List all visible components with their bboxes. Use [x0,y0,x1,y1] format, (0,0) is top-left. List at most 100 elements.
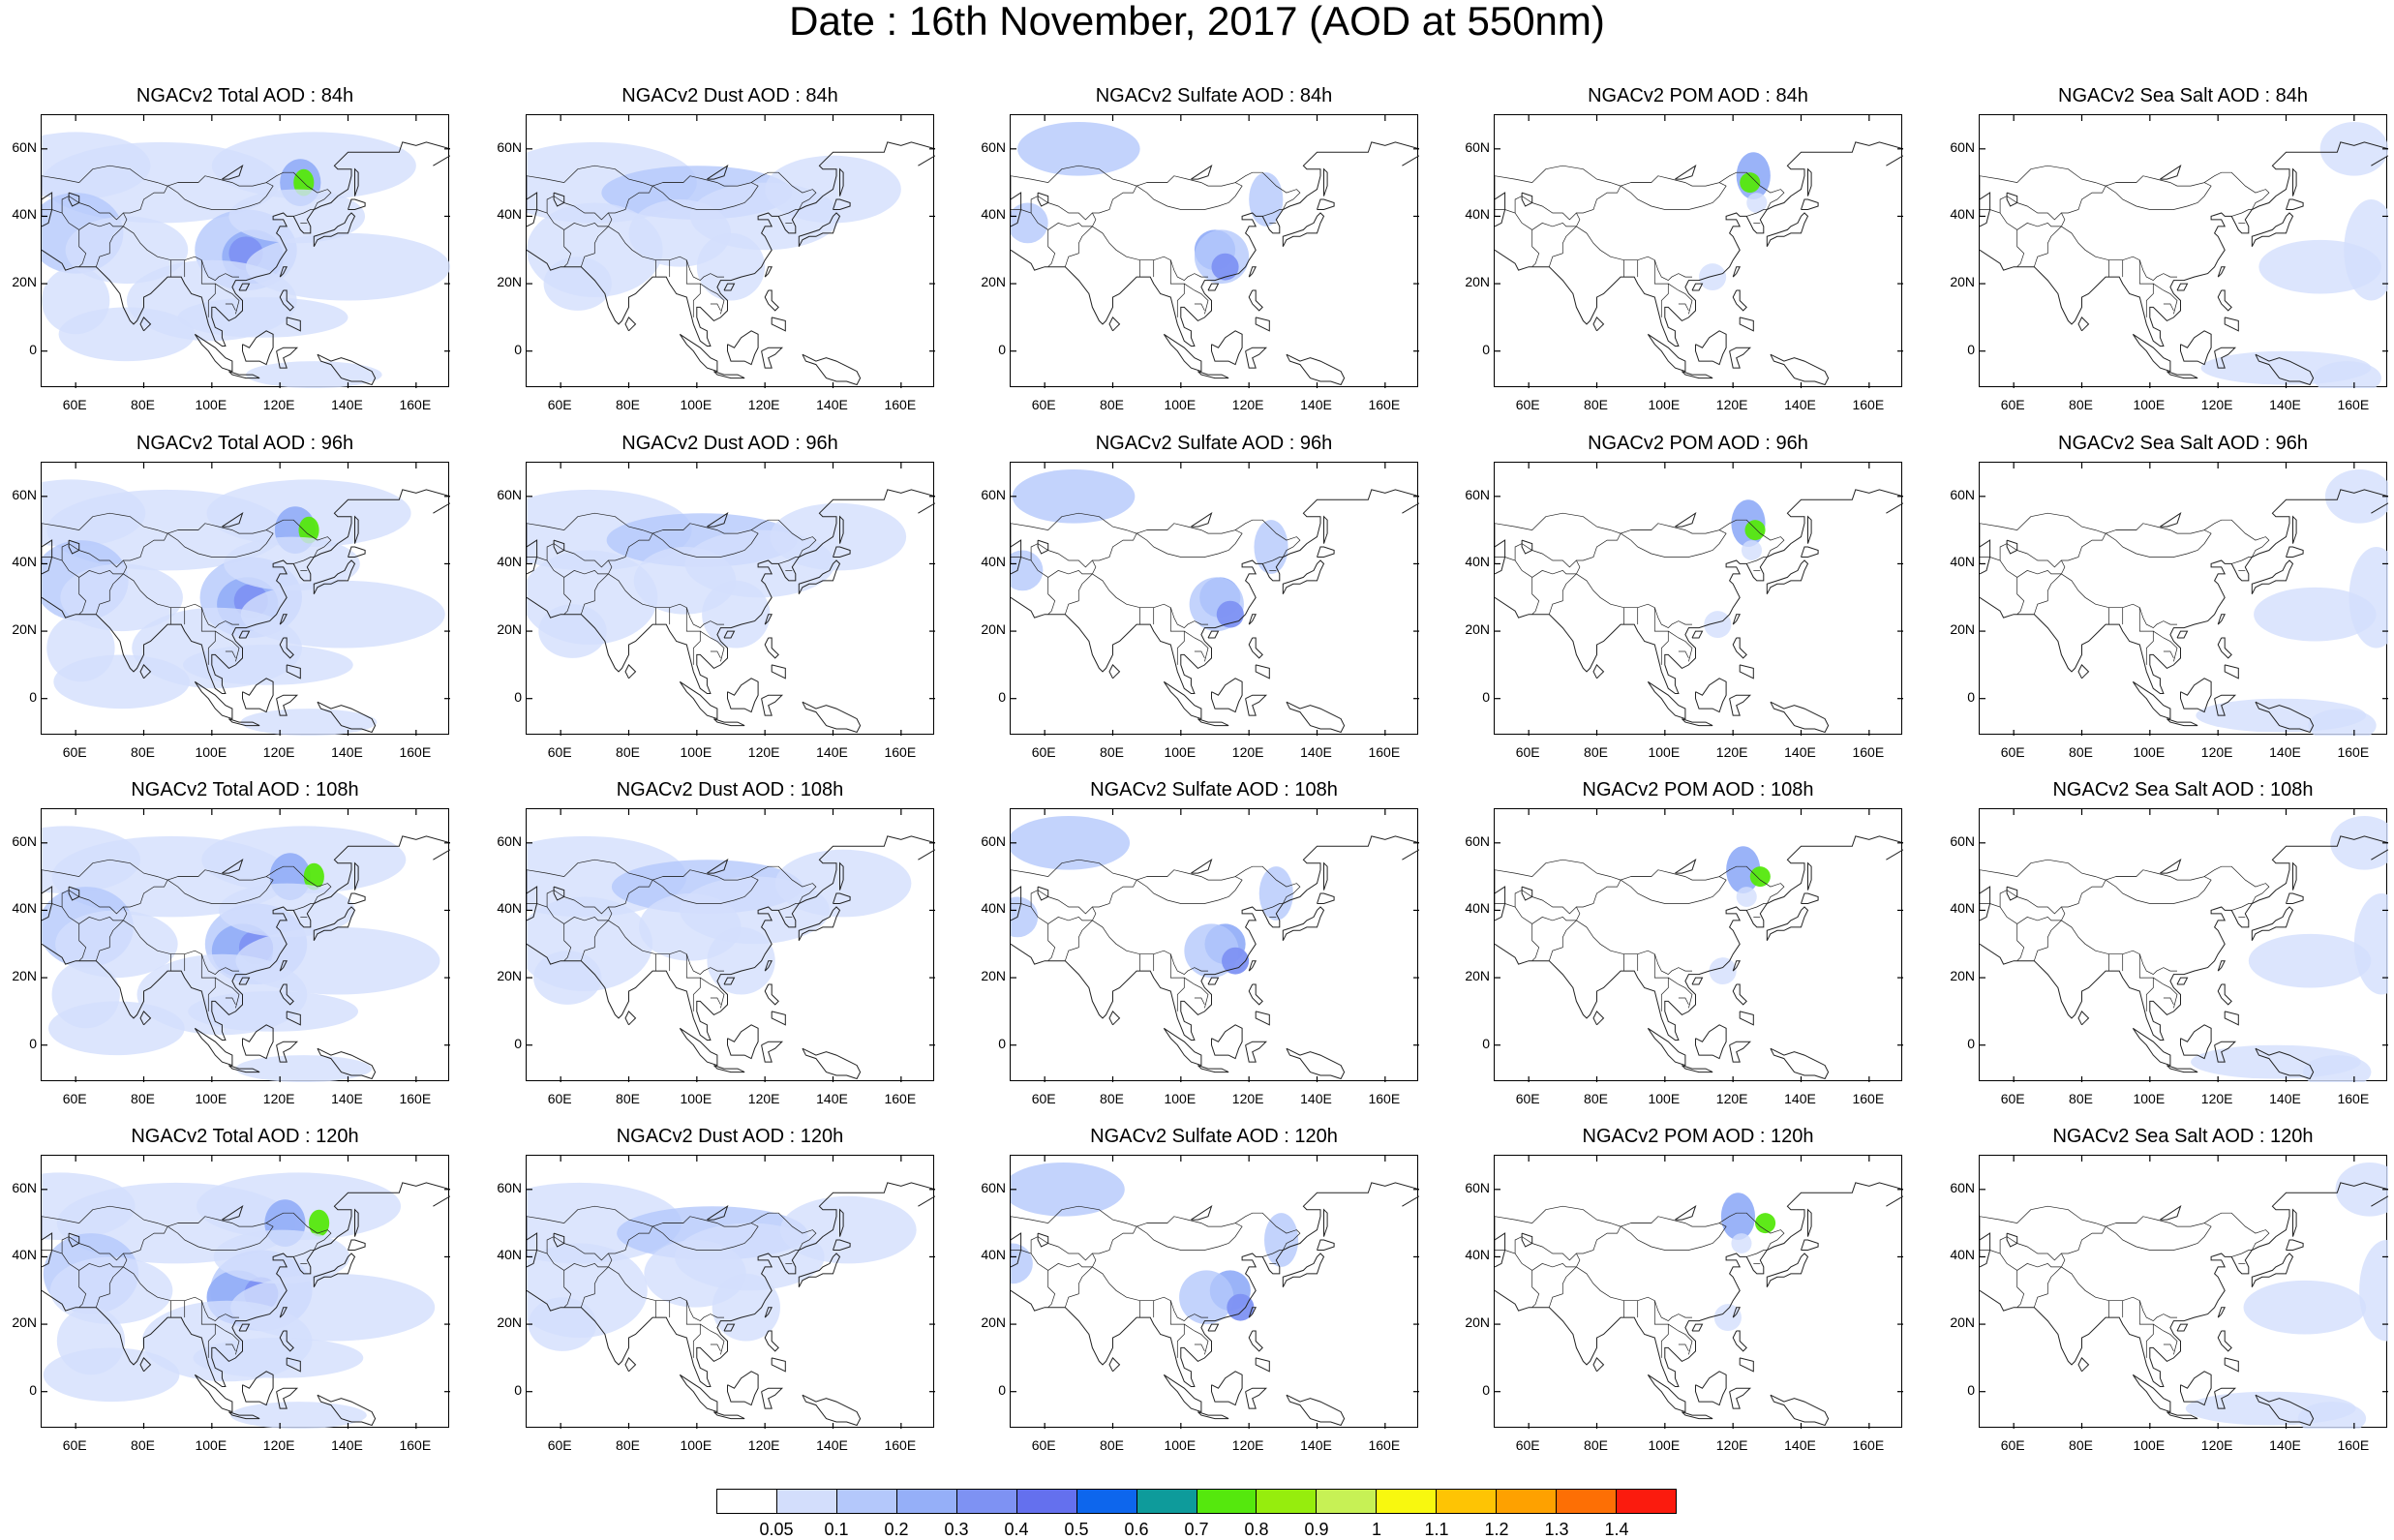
coastline [918,502,935,514]
lon-tick-label: 100E [195,1091,227,1106]
country-border [2016,1225,2106,1271]
map-svg [42,1156,450,1429]
country-border [2231,1250,2253,1257]
panel-title: NGACv2 Total AOD : 84h [136,85,354,106]
aod-field-patch [188,991,359,1032]
coastline [2217,637,2232,659]
aod-field-patch [1746,193,1768,213]
coastline [1691,977,1704,985]
lon-tick-label: 100E [680,1437,712,1453]
country-border [2153,1323,2178,1355]
lon-tick-label: 120E [1231,397,1264,412]
lon-tick-label: 60E [1031,1091,1056,1106]
coastline [2176,1323,2189,1332]
lat-tick-label: 0 [1967,688,1975,705]
lon-tick-label: 60E [1515,1437,1540,1453]
coastline [433,155,450,166]
coastline [1801,1239,1819,1251]
country-border [1531,185,1621,230]
coastline [1732,266,1742,278]
aod-field-patch [1227,1293,1255,1321]
coastline [1282,906,1325,942]
lat-tick-label: 40N [12,1247,37,1263]
lon-tick-label: 160E [884,744,917,760]
country-border [1495,557,1532,578]
coastline [553,1232,565,1248]
coastline [228,1065,260,1073]
coastline [802,701,862,734]
coastline [313,1253,356,1288]
country-border [2203,171,2270,210]
coastline [1495,1182,1903,1387]
coastline [1255,1357,1270,1373]
lon-tick-label: 100E [2133,1091,2166,1106]
lat-tick-label: 0 [998,341,1006,357]
lon-tick-label: 140E [1784,1437,1816,1453]
country-border [1980,859,2212,904]
panel-title: NGACv2 Sulfate AOD : 108h [1090,779,1338,800]
panel-title: NGACv2 Sea Salt AOD : 108h [2052,779,2314,800]
country-border [1653,259,1669,317]
lat-tick-label: 60N [981,832,1006,849]
lon-tick-label: 100E [680,397,712,412]
panel-title: NGACv2 POM AOD : 120h [1582,1126,1814,1147]
coastline [1207,977,1220,985]
coastline [1317,1239,1335,1251]
coastline [679,333,718,373]
aod-field-patch [1011,815,1131,870]
coastline [833,198,851,210]
lon-tick-label: 160E [1368,1437,1401,1453]
lon-tick-label: 160E [399,744,432,760]
map-svg [1011,809,1419,1082]
panel-title: NGACv2 Dust AOD : 120h [616,1126,844,1147]
country-border [1047,185,1137,230]
country-border [1514,1236,1577,1261]
lon-tick-label: 80E [131,744,155,760]
coastline [1248,266,1258,278]
lat-tick-label: 40N [1465,900,1490,917]
coastline [286,1011,301,1026]
coastline [1108,664,1121,679]
lon-tick-label: 80E [1100,397,1124,412]
coastline [1647,333,1686,373]
lon-tick-label: 100E [195,397,227,412]
lon-tick-label: 60E [2000,1437,2025,1453]
country-border [78,879,168,924]
coastline [242,1024,274,1060]
coastline [313,906,356,942]
aod-field-patch [303,862,324,891]
coastline [1108,1357,1121,1373]
coastline [802,353,862,386]
coastline [222,1204,244,1221]
coastline [194,680,233,720]
country-border [2033,920,2062,961]
aod-field-patch [1704,611,1732,639]
coastline [1675,858,1697,874]
coastline [1770,701,1830,734]
coastline [2255,1394,2315,1427]
lat-tick-label: 0 [514,1381,522,1398]
lat-tick-label: 0 [29,1035,37,1051]
country-border [685,953,701,1012]
lat-tick-label: 40N [981,554,1006,570]
lon-tick-label: 140E [331,1437,363,1453]
country-border [546,1236,609,1261]
aod-field-patch [543,257,612,311]
aod-field-patch [2335,1162,2388,1217]
coastline [1197,718,1229,727]
aod-field-patch [240,580,445,649]
coastline [2255,353,2315,386]
colorbar-label: 1 [1371,1520,1381,1539]
coastline [1323,515,1328,544]
colorbar-label: 0.7 [1184,1520,1209,1539]
country-border [1169,1300,1185,1358]
aod-field-patch [1749,866,1771,888]
country-border [2163,650,2174,659]
coastline [1402,1195,1419,1207]
lon-tick-label: 80E [1100,744,1124,760]
country-border [2016,1270,2025,1308]
country-border [1653,953,1669,1012]
coastline [1801,198,1819,210]
lon-tick-label: 140E [2269,397,2301,412]
country-border [1999,1236,2062,1261]
